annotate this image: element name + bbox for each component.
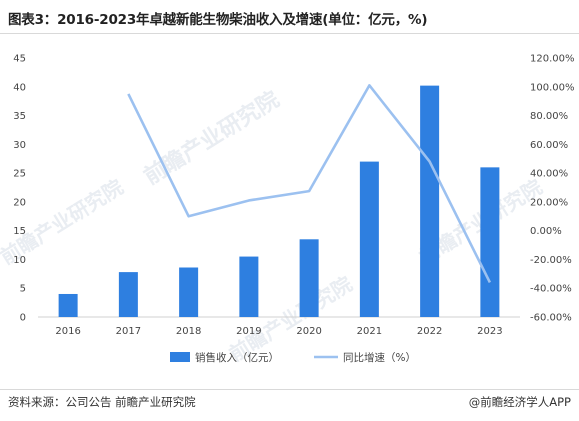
y-right-tick-label: 120.00%	[530, 54, 575, 65]
bar-2019	[239, 256, 259, 317]
y-right-tick-label: 100.00%	[530, 82, 575, 93]
y-right-tick-label: 0.00%	[530, 226, 562, 237]
bar-2016	[58, 293, 78, 317]
y-right-tick-label: 80.00%	[530, 111, 568, 122]
y-left-tick-label: 5	[20, 284, 26, 295]
watermark-layer: 前瞻产业研究院前瞻产业研究院前瞻产业研究院前瞻产业研究院	[0, 86, 546, 366]
legend-layer: 销售收入（亿元） 同比增速（%）	[170, 351, 416, 364]
bar-layer	[58, 85, 500, 317]
y-left-tick-label: 20	[13, 197, 26, 208]
bar-2018	[179, 267, 199, 317]
y-left-tick-label: 15	[13, 226, 26, 237]
axis-layer: 0 5 10 15 20 25 30 35 40 45 -60.00% -40.00% -20.00% 0…	[13, 54, 574, 338]
footer-divider	[0, 389, 579, 390]
y-right-tick-label: -20.00%	[530, 255, 572, 266]
y-right-tick-label: -60.00%	[530, 313, 572, 324]
y-left-tick-label: 0	[20, 313, 26, 324]
watermark-text: 前瞻产业研究院	[139, 86, 283, 190]
title-divider	[0, 33, 579, 34]
y-left-tick-label: 25	[13, 169, 26, 180]
x-tick-label: 2021	[357, 326, 382, 337]
y-left-tick-label: 40	[13, 82, 26, 93]
bar-2017	[118, 272, 138, 317]
x-tick-label: 2022	[417, 326, 442, 337]
chart-title: 图表3：2016-2023年卓越新能生物柴油收入及增速(单位：亿元，%)	[8, 12, 428, 28]
line-layer	[127, 84, 492, 284]
x-tick-label: 2016	[55, 326, 80, 337]
legend-bar-swatch	[170, 352, 190, 362]
legend-bar-label: 销售收入（亿元）	[195, 351, 279, 364]
x-tick-label: 2018	[176, 326, 201, 337]
x-tick-label: 2017	[116, 326, 141, 337]
y-right-tick-label: -40.00%	[530, 284, 572, 295]
x-tick-label: 2023	[477, 326, 502, 337]
y-right-tick-label: 40.00%	[530, 169, 568, 180]
y-left-tick-label: 10	[13, 255, 26, 266]
bar-2022	[420, 85, 440, 317]
brand-credit: @前瞻经济学人APP	[468, 395, 571, 409]
y-left-tick-label: 35	[13, 111, 26, 122]
bar-2020	[299, 239, 319, 317]
bar-2023	[480, 167, 500, 317]
y-right-tick-label: 20.00%	[530, 197, 568, 208]
y-right-tick-label: 60.00%	[530, 140, 568, 151]
source-note: 资料来源：公司公告 前瞻产业研究院	[8, 395, 196, 409]
y-left-tick-label: 45	[13, 54, 26, 65]
bar-2021	[359, 161, 379, 317]
y-left-tick-label: 30	[13, 140, 26, 151]
x-tick-label: 2019	[236, 326, 261, 337]
legend-line-label: 同比增速（%）	[343, 351, 416, 364]
x-tick-label: 2020	[296, 326, 321, 337]
